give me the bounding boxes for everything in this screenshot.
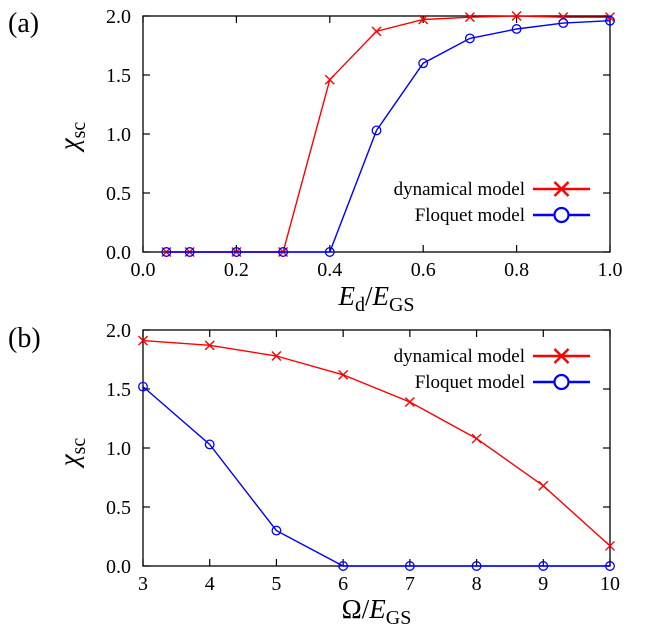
plot-frame: [142, 15, 611, 253]
legend-label: dynamical model: [394, 346, 525, 367]
x-tick-label: 0.4: [317, 259, 342, 281]
y-tick-label: 0.0: [106, 242, 131, 264]
legend-entry: Floquet model: [415, 372, 590, 393]
series-line: [142, 339, 611, 547]
x-tick-label: 4: [205, 573, 215, 595]
x-tick-label: 5: [271, 573, 281, 595]
y-axis-label: χsc: [54, 122, 90, 154]
data-point: [605, 15, 615, 26]
data-point: [231, 247, 242, 257]
series-floquet: [138, 381, 615, 571]
data-point: [271, 525, 282, 536]
series-line: [166, 15, 610, 253]
data-point: [471, 561, 482, 571]
data-point: [204, 439, 215, 450]
y-axis-var: χ: [54, 137, 84, 153]
data-point: [138, 381, 148, 392]
data-point: [511, 24, 522, 34]
legend-entry: dynamical model: [394, 346, 590, 367]
y-tick-label: 2.0: [106, 320, 131, 342]
x-tick-label: 9: [538, 573, 548, 595]
series-line: [166, 20, 611, 253]
y-axis-label: χsc: [54, 438, 90, 470]
legend-marker: [553, 206, 570, 224]
y-tick-label: 0.5: [106, 497, 131, 519]
x-axis-label: Ω/EGS: [342, 594, 412, 625]
x-axis-var: E: [337, 281, 355, 311]
y-tick-label: 1.0: [106, 438, 131, 460]
legend-label: dynamical model: [394, 179, 525, 200]
data-point: [204, 340, 215, 351]
data-point: [338, 561, 349, 571]
x-tick-label: 8: [472, 573, 482, 595]
y-tick-label: 2.0: [106, 6, 131, 28]
data-point: [404, 561, 415, 571]
x-axis-sub: d: [355, 294, 365, 316]
y-tick-label: 0.0: [106, 556, 131, 578]
x-tick-label: 0.0: [131, 259, 156, 281]
data-point: [138, 335, 148, 346]
x-axis-sub2: GS: [389, 294, 415, 316]
x-tick-label: 3: [138, 573, 148, 595]
data-point: [605, 561, 615, 571]
x-tick-label: 0.2: [224, 259, 249, 281]
data-point: [464, 12, 475, 23]
x-tick-label: 6: [338, 573, 348, 595]
data-point: [464, 33, 475, 44]
data-point: [471, 433, 482, 444]
x-tick-label: 0.8: [504, 259, 529, 281]
y-axis-sub: sc: [68, 438, 90, 455]
x-axis-var: Ω: [342, 594, 362, 624]
data-point: [184, 247, 195, 257]
legend-entry: Floquet model: [415, 205, 590, 226]
series-line: [142, 386, 610, 567]
panel-label: (a): [8, 8, 39, 39]
y-tick-label: 1.0: [106, 124, 131, 146]
y-tick-label: 0.5: [106, 183, 131, 205]
data-point: [418, 58, 429, 69]
data-point: [324, 247, 335, 257]
x-tick-label: 10: [600, 573, 620, 595]
x-axis-sub2: GS: [386, 607, 412, 625]
y-tick-label: 1.5: [106, 379, 131, 401]
legend-label: Floquet model: [415, 205, 525, 226]
series-dynamical: [138, 335, 615, 551]
y-tick-label: 1.5: [106, 65, 131, 87]
x-axis-sep: /: [362, 594, 370, 624]
legend-label: Floquet model: [415, 372, 525, 393]
data-point: [278, 247, 289, 257]
x-axis-var2: E: [371, 281, 389, 311]
x-tick-label: 7: [405, 573, 415, 595]
data-point: [371, 26, 382, 37]
legend-entry: dynamical model: [394, 179, 590, 200]
data-point: [558, 18, 569, 29]
data-point: [538, 561, 549, 571]
y-axis-sub: sc: [68, 122, 90, 139]
y-axis-var: χ: [54, 453, 84, 469]
data-point: [371, 125, 382, 136]
x-axis-label: Ed/EGS: [337, 281, 414, 316]
x-tick-label: 0.6: [411, 259, 436, 281]
legend-marker: [553, 373, 570, 391]
data-point: [271, 350, 282, 361]
data-point: [418, 14, 429, 25]
legend-marker: [553, 348, 570, 364]
series-dynamical: [161, 11, 615, 257]
x-axis-sep: /: [365, 281, 373, 311]
x-tick-label: 1.0: [598, 259, 623, 281]
data-point: [511, 11, 522, 21]
series-floquet: [161, 15, 615, 257]
data-point: [338, 369, 349, 380]
data-point: [324, 74, 335, 85]
data-point: [538, 480, 549, 491]
legend-marker: [553, 181, 570, 197]
data-point: [404, 396, 415, 407]
data-point: [605, 540, 615, 551]
data-point: [161, 247, 172, 257]
chart-panel-b: (b) 3 4 5 6 7 8 9 10 0.0 0.5 1.0 1.5 2.0 Ω/EGS χsc dynam…: [8, 320, 620, 625]
chart-panel-a: (a)0.0 0.2 0.4 0.6 0.8 1.00.00.51.01.52.0Ed/E…: [8, 6, 623, 316]
x-axis-var2: E: [368, 594, 386, 624]
panel-label: (b): [8, 323, 41, 354]
